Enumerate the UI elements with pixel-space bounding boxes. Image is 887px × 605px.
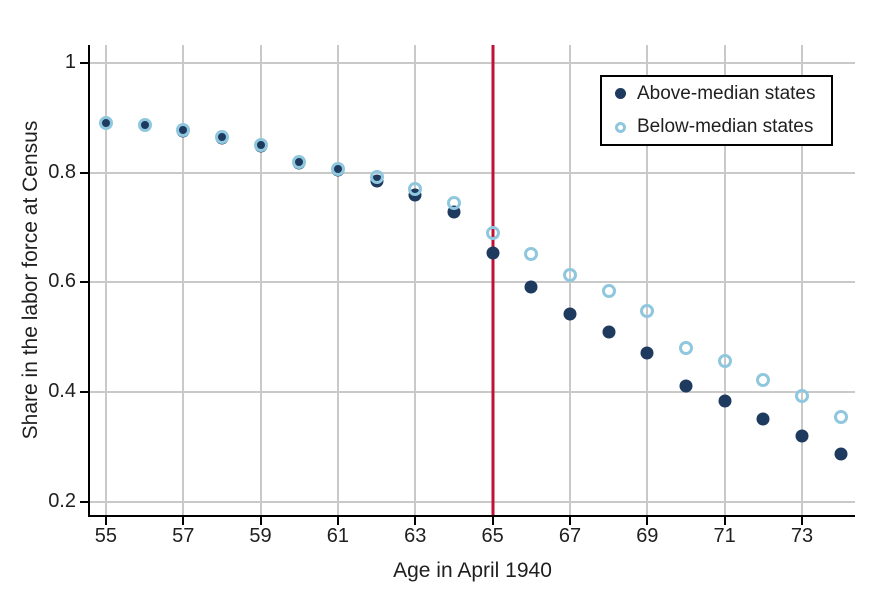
y-tick-label: 0.6: [48, 270, 76, 293]
y-tick-label: 0.4: [48, 380, 76, 403]
gridline-horizontal: [90, 281, 855, 284]
data-point-above-age-67: [563, 307, 577, 321]
gridline-vertical: [723, 45, 726, 515]
y-axis-line: [88, 45, 90, 517]
x-tick: [491, 517, 494, 525]
x-axis-title: Age in April 1940: [393, 559, 552, 582]
x-tick: [723, 517, 726, 525]
legend-item-below-median: Below-median states: [615, 116, 831, 138]
data-point-below-age-66: [524, 247, 539, 262]
data-point-below-age-73: [795, 388, 809, 403]
gridline-horizontal: [90, 500, 855, 503]
x-tick-label: 61: [326, 525, 350, 547]
gridline-vertical: [182, 45, 185, 515]
data-point-below-age-60: [292, 154, 307, 169]
gridline-vertical: [646, 45, 649, 515]
data-point-below-age-56: [137, 117, 152, 132]
data-point-below-age-61: [330, 161, 345, 176]
data-point-below-age-72: [756, 373, 771, 388]
data-point-above-age-68: [602, 325, 616, 339]
x-tick: [104, 517, 107, 525]
data-point-above-age-66: [524, 280, 538, 294]
filled-circle-icon: [615, 88, 626, 100]
x-tick-label: 59: [249, 525, 272, 547]
open-circle-icon: [615, 121, 626, 133]
legend-label-below-median: Below-median states: [637, 116, 814, 138]
data-point-above-age-73: [795, 429, 809, 443]
gridline-vertical: [414, 45, 417, 515]
x-tick-label: 55: [94, 525, 117, 547]
data-point-below-age-65: [485, 225, 500, 240]
data-point-above-age-71: [718, 394, 732, 408]
legend: Above-median states Below-median states: [600, 75, 833, 146]
data-point-below-age-63: [408, 181, 423, 196]
y-tick: [80, 500, 88, 503]
y-tick: [80, 62, 88, 65]
y-tick: [80, 391, 88, 394]
x-tick-label: 69: [636, 525, 659, 547]
x-tick: [801, 517, 803, 525]
x-tick-label: 65: [481, 525, 504, 547]
data-point-below-age-64: [446, 196, 461, 211]
data-point-below-age-69: [640, 303, 655, 318]
x-axis-line: [88, 515, 855, 517]
data-point-below-age-58: [214, 130, 229, 145]
gridline-vertical: [104, 45, 107, 515]
y-tick: [80, 281, 88, 284]
x-tick-label: 67: [558, 525, 582, 547]
data-point-below-age-59: [253, 138, 268, 153]
data-point-above-age-72: [756, 412, 770, 426]
gridline-horizontal: [90, 171, 855, 174]
data-point-below-age-62: [369, 169, 384, 184]
x-tick-label: 73: [790, 525, 814, 547]
data-point-below-age-71: [717, 354, 732, 369]
gridline-vertical: [259, 45, 262, 515]
gridline-horizontal: [90, 391, 855, 394]
y-tick: [80, 171, 88, 174]
data-point-below-age-74: [833, 409, 848, 424]
x-tick: [646, 517, 649, 525]
data-point-below-age-55: [98, 116, 113, 131]
x-tick: [259, 517, 262, 525]
x-tick: [182, 517, 185, 525]
y-tick-label: 0.2: [48, 489, 76, 512]
gridline-vertical: [336, 45, 339, 515]
y-tick-label: 1: [64, 51, 76, 74]
plot-area: [90, 45, 855, 515]
gridline-vertical: [801, 45, 803, 515]
data-point-below-age-57: [176, 123, 191, 137]
y-tick-label: 0.8: [48, 160, 76, 183]
gridline-horizontal: [90, 62, 855, 65]
data-point-above-age-69: [640, 346, 654, 360]
data-point-above-age-74: [834, 447, 848, 461]
x-tick-label: 63: [404, 525, 427, 547]
x-tick: [336, 517, 339, 525]
reference-line-age-65: [491, 45, 495, 515]
data-point-below-age-68: [601, 283, 616, 298]
x-tick: [568, 517, 571, 525]
legend-item-above-median: Above-median states: [615, 83, 831, 105]
x-tick-label: 71: [713, 525, 736, 547]
data-point-above-age-70: [679, 379, 693, 393]
data-point-below-age-70: [678, 340, 693, 355]
x-tick: [414, 517, 417, 525]
legend-label-above-median: Above-median states: [637, 82, 816, 104]
data-point-above-age-65: [486, 246, 500, 260]
x-tick-label: 57: [172, 525, 195, 547]
data-point-below-age-67: [562, 268, 577, 283]
